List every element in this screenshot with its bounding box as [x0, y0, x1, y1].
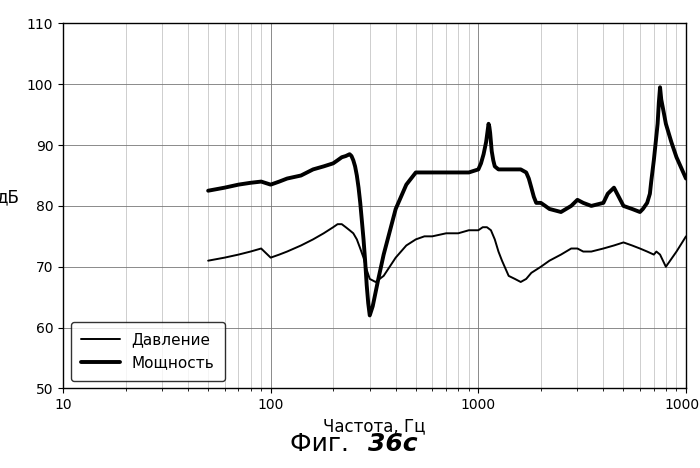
Давление — [363, 267, 371, 272]
Мощность — [682, 176, 690, 181]
Мощность — [356, 200, 365, 205]
Мощность — [672, 154, 680, 160]
Мощность — [656, 84, 664, 90]
Давление — [672, 249, 680, 255]
Давление — [479, 224, 487, 230]
Давление — [356, 246, 365, 251]
Мощность — [204, 188, 212, 193]
Line: Давление: Давление — [208, 224, 686, 282]
Давление — [682, 234, 690, 239]
Давление — [465, 227, 473, 233]
Y-axis label: дБ: дБ — [0, 188, 19, 206]
Давление — [372, 279, 380, 285]
Text: 36c: 36c — [368, 432, 417, 456]
Мощность — [498, 167, 506, 172]
Мощность — [359, 236, 368, 242]
Давление — [333, 221, 342, 227]
Мощность — [643, 200, 651, 205]
Text: Фиг.: Фиг. — [290, 432, 358, 456]
Мощность — [329, 161, 337, 166]
Мощность — [365, 313, 374, 318]
Давление — [545, 258, 554, 263]
X-axis label: Частота, Гц: Частота, Гц — [323, 418, 426, 436]
Legend: Давление, Мощность: Давление, Мощность — [71, 322, 225, 381]
Давление — [204, 258, 212, 263]
Line: Мощность: Мощность — [208, 87, 686, 315]
